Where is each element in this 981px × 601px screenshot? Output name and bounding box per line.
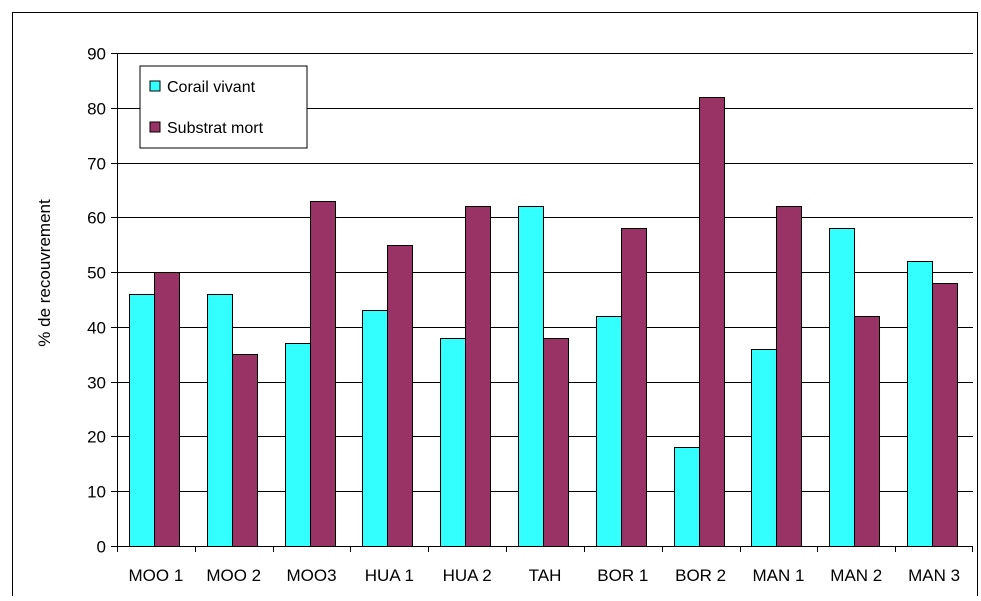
bar-substrat-mort — [776, 206, 802, 547]
y-tick-label: 30 — [87, 374, 106, 393]
y-tick-label: 0 — [97, 538, 106, 557]
bar-substrat-mort — [465, 206, 491, 547]
y-tick-label: 80 — [87, 100, 106, 119]
bar-substrat-mort — [932, 283, 958, 547]
bar-corail-vivant — [829, 228, 855, 547]
x-tick-label: BOR 2 — [675, 566, 726, 585]
tick-labels: 0 10 20 30 40 50 60 70 80 90 MOO 1 MOO 2 MOO3 HUA 1 HU… — [87, 45, 960, 586]
bar-substrat-mort — [621, 228, 647, 547]
bar-substrat-mort — [387, 245, 413, 547]
y-tick-label: 40 — [87, 319, 106, 338]
bar-corail-vivant — [129, 294, 155, 547]
bar-corail-vivant — [907, 261, 933, 547]
bar-corail-vivant — [207, 294, 233, 547]
y-tick-label: 10 — [87, 483, 106, 502]
legend-swatch-corail-vivant — [149, 80, 161, 92]
x-tick-label: TAH — [529, 566, 562, 585]
x-tick-label: MAN 3 — [908, 566, 960, 585]
y-tick-label: 90 — [87, 45, 106, 64]
x-tick-label: HUA 2 — [443, 566, 492, 585]
x-tick-label: BOR 1 — [597, 566, 648, 585]
bar-substrat-mort — [543, 338, 569, 547]
bar-substrat-mort — [154, 272, 180, 547]
y-tick-label: 60 — [87, 209, 106, 228]
legend-box — [139, 65, 308, 149]
bar-corail-vivant — [285, 343, 311, 547]
bar-corail-vivant — [362, 310, 388, 547]
bar-substrat-mort — [232, 354, 258, 547]
legend-label-corail-vivant: Corail vivant — [167, 79, 256, 96]
bars — [129, 97, 958, 547]
bar-corail-vivant — [518, 206, 544, 547]
legend-swatch-substrat-mort — [149, 121, 161, 133]
y-tick-label: 20 — [87, 428, 106, 447]
legend-label-substrat-mort: Substrat mort — [167, 120, 264, 137]
bar-corail-vivant — [751, 349, 777, 547]
x-tick-label: MOO 2 — [206, 566, 261, 585]
y-axis-title: % de recouvrement — [35, 199, 54, 347]
x-tick-label: MOO3 — [287, 566, 337, 585]
x-tick-label: MAN 1 — [752, 566, 804, 585]
bar-corail-vivant — [674, 447, 700, 547]
y-tick-label: 50 — [87, 264, 106, 283]
bar-substrat-mort — [310, 201, 336, 547]
bar-substrat-mort — [699, 97, 725, 547]
legend: Corail vivant Substrat mort — [139, 65, 308, 149]
bar-substrat-mort — [854, 316, 880, 547]
x-tick-label: MOO 1 — [129, 566, 184, 585]
y-tick-label: 70 — [87, 155, 106, 174]
bar-corail-vivant — [596, 316, 622, 547]
x-tick-label: MAN 2 — [830, 566, 882, 585]
bar-corail-vivant — [440, 338, 466, 547]
x-tick-label: HUA 1 — [365, 566, 414, 585]
